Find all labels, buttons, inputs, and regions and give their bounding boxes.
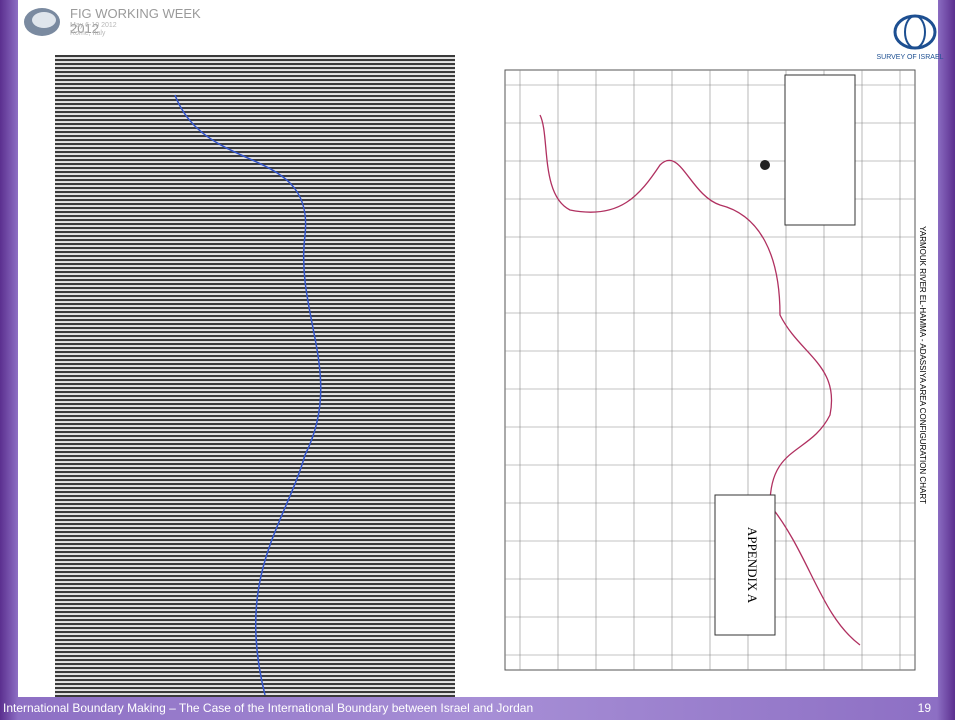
- legend-box: [784, 74, 856, 226]
- appendix-box: [714, 494, 776, 636]
- survey-logo: SURVEY OF ISRAEL: [876, 14, 944, 61]
- event-logo: FIG WORKING WEEK 2012 May 6-10 2012 Rome…: [18, 0, 218, 40]
- footer-caption: International Boundary Making – The Case…: [3, 701, 534, 715]
- map-title: YARMOUK RIVER EL-HAMMA - ADASSIYA AREA C…: [918, 226, 927, 504]
- river-overlay: [174, 94, 322, 696]
- footer: International Boundary Making – The Case…: [0, 697, 955, 720]
- appendix-title: APPENDIX A: [745, 527, 760, 604]
- page-number: 19: [917, 701, 931, 715]
- logo-icon: [24, 8, 60, 36]
- logo-text: SURVEY OF ISRAEL: [876, 54, 943, 61]
- event-name: FIG WORKING WEEK 2012: [70, 6, 201, 36]
- event-dates: May 6-10 2012: [70, 22, 117, 29]
- boundary-map: APPENDIX A YARMOUK RIVER EL-HAMMA - ADAS…: [504, 69, 927, 671]
- aerial-photo: [55, 55, 455, 697]
- north-arrow: [760, 160, 770, 170]
- event-location: Rome, Italy: [70, 30, 106, 37]
